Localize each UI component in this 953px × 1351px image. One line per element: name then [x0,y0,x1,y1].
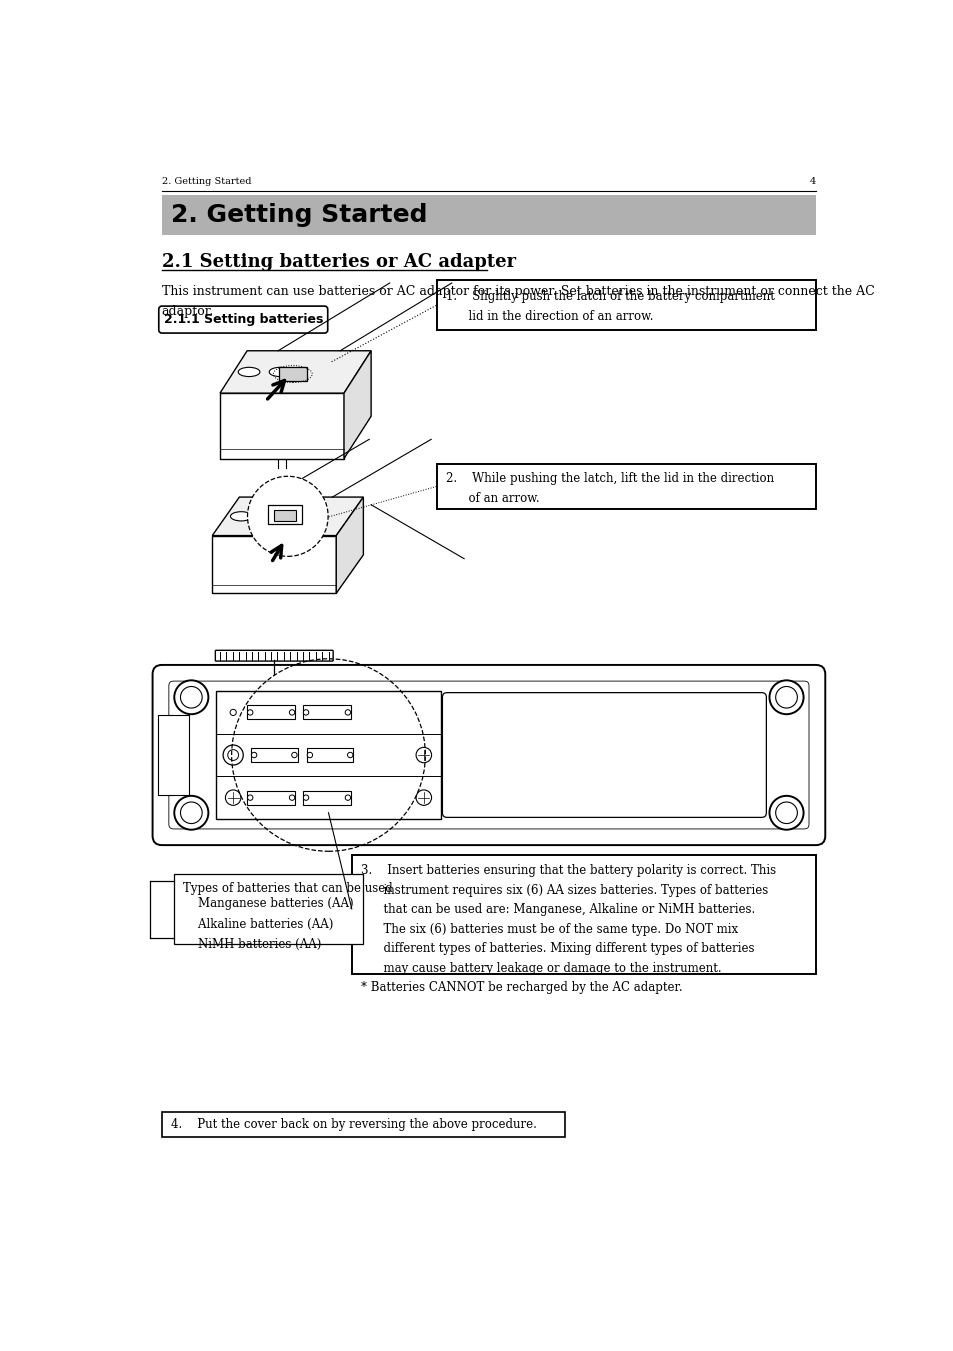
Circle shape [225,790,241,805]
Circle shape [416,790,431,805]
Circle shape [289,794,294,800]
Text: 2. Getting Started: 2. Getting Started [171,203,427,227]
FancyBboxPatch shape [215,650,333,661]
Circle shape [775,686,797,708]
Circle shape [303,794,309,800]
FancyBboxPatch shape [303,705,351,719]
FancyBboxPatch shape [352,855,815,974]
Circle shape [307,753,313,758]
Circle shape [230,709,236,716]
Polygon shape [220,393,344,458]
FancyBboxPatch shape [278,367,307,381]
FancyBboxPatch shape [169,681,808,830]
Circle shape [180,802,202,824]
FancyBboxPatch shape [162,196,815,235]
Circle shape [247,709,253,715]
FancyBboxPatch shape [251,748,297,762]
FancyBboxPatch shape [247,705,294,719]
Ellipse shape [231,512,252,521]
Text: 2.1 Setting batteries or AC adapter: 2.1 Setting batteries or AC adapter [162,253,516,272]
Text: 1.    Slightly push the latch of the battery compartment
      lid in the direct: 1. Slightly push the latch of the batter… [446,290,775,323]
Circle shape [289,709,294,715]
Polygon shape [212,497,363,535]
Text: 3.    Insert batteries ensuring that the battery polarity is correct. This
     : 3. Insert batteries ensuring that the ba… [360,865,776,994]
Text: 2.1.1 Setting batteries: 2.1.1 Setting batteries [163,313,323,326]
FancyBboxPatch shape [162,1112,564,1138]
Circle shape [292,753,296,758]
FancyBboxPatch shape [303,790,351,805]
Circle shape [252,753,256,758]
Text: adaptor.: adaptor. [162,305,213,319]
Ellipse shape [269,367,291,377]
FancyBboxPatch shape [436,280,815,330]
FancyBboxPatch shape [442,693,765,817]
Polygon shape [220,351,371,393]
Circle shape [769,796,802,830]
FancyBboxPatch shape [158,307,328,334]
FancyBboxPatch shape [436,463,815,508]
FancyBboxPatch shape [158,715,189,796]
Circle shape [228,750,238,761]
Circle shape [180,686,202,708]
FancyBboxPatch shape [173,874,363,943]
FancyBboxPatch shape [274,509,295,521]
FancyBboxPatch shape [268,505,302,524]
Circle shape [247,477,328,557]
Circle shape [223,744,243,765]
Circle shape [416,747,431,763]
FancyBboxPatch shape [247,790,294,805]
Circle shape [347,753,353,758]
FancyBboxPatch shape [307,748,353,762]
Text: 2.    While pushing the latch, lift the lid in the direction
      of an arrow.: 2. While pushing the latch, lift the lid… [446,471,774,505]
Text: 4: 4 [809,177,815,186]
Circle shape [345,709,350,715]
Polygon shape [335,497,363,593]
Ellipse shape [261,512,283,521]
Circle shape [174,796,208,830]
Text: 2. Getting Started: 2. Getting Started [162,177,251,186]
Text: 4.    Put the cover back on by reversing the above procedure.: 4. Put the cover back on by reversing th… [171,1119,537,1131]
FancyBboxPatch shape [152,665,824,846]
Circle shape [775,802,797,824]
Text: Types of batteries that can be used: Types of batteries that can be used [183,882,392,896]
Polygon shape [212,535,335,593]
Circle shape [174,681,208,715]
Circle shape [345,794,350,800]
Ellipse shape [238,367,259,377]
Polygon shape [344,351,371,458]
FancyBboxPatch shape [216,692,440,819]
Circle shape [247,794,253,800]
Text: This instrument can use batteries or AC adaptor for its power. Set batteries in : This instrument can use batteries or AC … [162,285,874,299]
Text: Manganese batteries (AA)
    Alkaline batteries (AA)
    NiMH batteries (AA): Manganese batteries (AA) Alkaline batter… [183,897,353,951]
Circle shape [303,709,309,715]
Circle shape [769,681,802,715]
